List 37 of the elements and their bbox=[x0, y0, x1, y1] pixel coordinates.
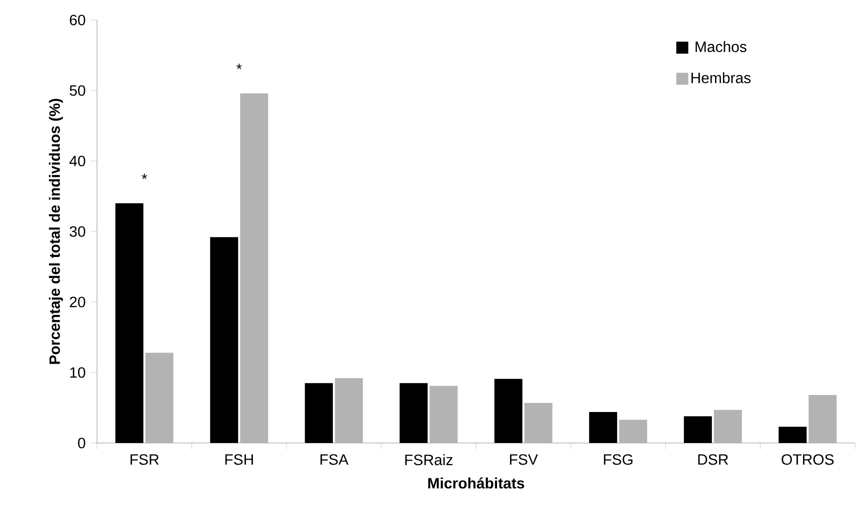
bar bbox=[494, 378, 522, 443]
x-tick-label: FSV bbox=[510, 454, 538, 465]
bar bbox=[808, 395, 837, 443]
x-tick-label: FSRaiz bbox=[405, 454, 452, 466]
x-axis-title: Microhábitats bbox=[428, 477, 524, 489]
y-tick-label: 60 bbox=[70, 14, 86, 26]
y-tick-label: 0 bbox=[78, 438, 86, 448]
bar bbox=[589, 412, 618, 443]
bar bbox=[714, 410, 742, 443]
bar bbox=[524, 402, 552, 443]
y-axis-title: Porcentaje del total de individuos (%) bbox=[48, 98, 63, 364]
y-tick-label: 30 bbox=[70, 226, 86, 237]
bar bbox=[684, 416, 712, 443]
x-tick-label: OTROS bbox=[782, 454, 834, 465]
annotation: * bbox=[236, 64, 242, 70]
y-tick-label: 40 bbox=[69, 156, 86, 166]
bar bbox=[210, 237, 238, 443]
bar bbox=[400, 383, 428, 443]
bar bbox=[778, 426, 807, 443]
y-tick-label: 50 bbox=[70, 85, 86, 96]
bar bbox=[304, 383, 333, 443]
legend-label: Machos bbox=[696, 41, 746, 52]
bar bbox=[334, 378, 363, 443]
bar bbox=[619, 420, 648, 443]
y-tick-label: 20 bbox=[70, 296, 86, 308]
annotation: * bbox=[142, 174, 148, 180]
x-tick-label: FSH bbox=[225, 454, 253, 465]
x-tick-label: FSA bbox=[320, 454, 348, 465]
x-tick-label: FSR bbox=[130, 454, 159, 465]
bar bbox=[145, 352, 174, 443]
x-tick-label: FSG bbox=[604, 454, 632, 465]
bar bbox=[430, 386, 458, 443]
bar bbox=[115, 203, 144, 443]
legend-label: Hembras bbox=[691, 72, 751, 84]
bar bbox=[240, 93, 268, 443]
x-tick-label: DSR bbox=[698, 454, 728, 465]
y-tick-label: 10 bbox=[70, 367, 86, 378]
